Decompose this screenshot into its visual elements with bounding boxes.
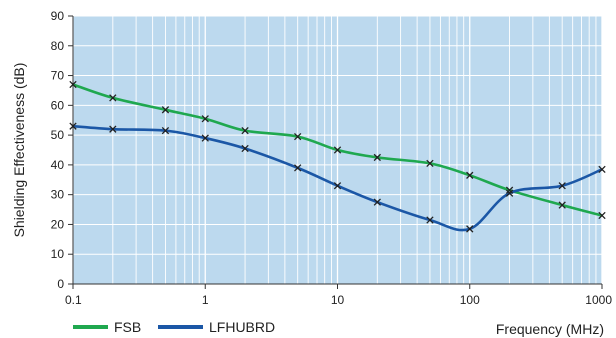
marker-stroke xyxy=(241,144,249,153)
marker-stroke xyxy=(333,146,342,154)
marker-stroke xyxy=(426,159,434,168)
x-tick-label: 10 xyxy=(331,293,345,307)
data-point-fsb xyxy=(201,115,209,123)
data-point-lfhubrd xyxy=(373,198,381,206)
data-point-lfhubrd xyxy=(161,126,170,135)
legend: FSB LFHUBRD xyxy=(73,319,275,335)
marker-stroke xyxy=(558,201,566,209)
marker-stroke xyxy=(466,171,474,179)
data-point-lfhubrd xyxy=(598,165,606,174)
data-point-fsb xyxy=(426,159,434,168)
y-tick-label: 60 xyxy=(51,98,65,112)
data-point-lfhubrd xyxy=(109,125,117,133)
marker-stroke xyxy=(109,94,117,102)
marker-stroke xyxy=(333,182,342,190)
data-point-lfhubrd xyxy=(69,122,77,130)
data-point-lfhubrd xyxy=(466,225,474,233)
marker-stroke xyxy=(294,164,302,172)
marker-stroke xyxy=(505,189,514,197)
marker-stroke xyxy=(161,106,170,114)
marker-stroke xyxy=(373,198,381,206)
x-tick-label: 0.1 xyxy=(65,293,82,307)
data-point-fsb xyxy=(333,146,342,154)
data-point-fsb xyxy=(558,201,566,209)
marker-stroke xyxy=(109,125,117,133)
data-point-lfhubrd xyxy=(201,134,209,142)
data-point-fsb xyxy=(241,126,249,135)
y-axis-label: Shielding Effectiveness (dB) xyxy=(11,63,27,238)
legend-label-fsb: FSB xyxy=(114,319,141,335)
data-point-fsb xyxy=(109,94,117,102)
x-tick-label: 100 xyxy=(460,293,480,307)
data-point-lfhubrd xyxy=(426,216,434,224)
x-tick-label: 1 xyxy=(202,293,209,307)
marker-stroke xyxy=(373,153,381,162)
marker-stroke xyxy=(201,134,209,142)
data-point-fsb xyxy=(466,171,474,179)
y-tick-label: 10 xyxy=(51,247,65,261)
y-tick-label: 40 xyxy=(51,158,65,172)
marker-stroke xyxy=(598,165,606,174)
y-tick-label: 20 xyxy=(51,217,65,231)
data-point-fsb xyxy=(505,186,514,194)
marker-stroke xyxy=(558,182,566,190)
marker-group xyxy=(69,80,606,233)
marker-stroke xyxy=(69,122,77,130)
x-tick-labels: 0.1 1 10 100 1000 xyxy=(65,284,612,307)
data-point-fsb xyxy=(161,106,170,114)
data-point-fsb xyxy=(373,153,381,162)
data-point-lfhubrd xyxy=(333,182,342,190)
y-tick-label: 70 xyxy=(51,69,65,83)
y-tick-label: 50 xyxy=(51,128,65,142)
x-axis-label: Frequency (MHz) xyxy=(496,321,604,337)
y-tick-label: 30 xyxy=(51,188,65,202)
data-point-lfhubrd xyxy=(505,189,514,197)
data-point-lfhubrd xyxy=(241,144,249,153)
data-point-fsb xyxy=(69,80,77,89)
y-tick-labels: 0 10 20 30 40 50 60 70 80 90 xyxy=(51,9,73,291)
marker-stroke xyxy=(161,126,170,135)
data-point-lfhubrd xyxy=(294,164,302,172)
marker-stroke xyxy=(201,115,209,123)
marker-stroke xyxy=(241,126,249,135)
marker-stroke xyxy=(426,216,434,224)
x-tick-label: 1000 xyxy=(585,293,612,307)
grid-lines xyxy=(72,15,603,285)
y-tick-label: 0 xyxy=(57,277,64,291)
marker-stroke xyxy=(598,211,606,220)
marker-stroke xyxy=(294,132,302,141)
data-point-fsb xyxy=(598,211,606,220)
data-point-fsb xyxy=(294,132,302,141)
marker-stroke xyxy=(505,186,514,194)
data-point-lfhubrd xyxy=(558,182,566,190)
legend-label-lfhubrd: LFHUBRD xyxy=(209,319,275,335)
y-tick-label: 80 xyxy=(51,39,65,53)
marker-stroke xyxy=(466,225,474,233)
marker-stroke xyxy=(69,80,77,89)
y-tick-label: 90 xyxy=(51,9,65,23)
